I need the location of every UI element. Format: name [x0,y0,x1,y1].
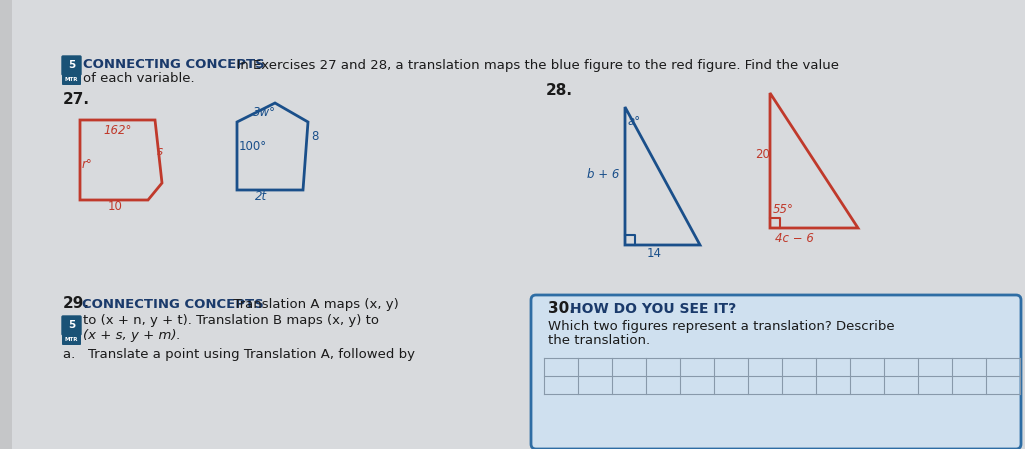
FancyBboxPatch shape [62,56,81,75]
Text: 5: 5 [68,61,75,70]
FancyBboxPatch shape [531,295,1021,449]
FancyBboxPatch shape [0,0,12,449]
Text: 14: 14 [647,247,662,260]
FancyBboxPatch shape [63,75,80,84]
Text: (x + s, y + m).: (x + s, y + m). [83,329,180,342]
Text: r°: r° [82,158,92,171]
Text: 100°: 100° [239,140,268,153]
Text: 55°: 55° [773,203,794,216]
Text: MTR: MTR [65,77,78,82]
FancyBboxPatch shape [63,335,80,344]
Text: 29.: 29. [63,296,90,311]
Text: HOW DO YOU SEE IT?: HOW DO YOU SEE IT? [570,302,736,316]
Text: CONNECTING CONCEPTS: CONNECTING CONCEPTS [82,298,263,311]
FancyBboxPatch shape [62,316,81,335]
Text: In Exercises 27 and 28, a translation maps the blue figure to the red figure. Fi: In Exercises 27 and 28, a translation ma… [228,58,839,71]
Text: MTR: MTR [65,337,78,342]
Text: a.   Translate a point using Translation A, followed by: a. Translate a point using Translation A… [63,348,415,361]
Text: to (x + n, y + t). Translation B maps (x, y) to: to (x + n, y + t). Translation B maps (x… [83,314,379,327]
Text: 5: 5 [68,321,75,330]
Text: a°: a° [628,115,641,128]
Text: 2t: 2t [255,190,268,203]
Text: b + 6: b + 6 [587,168,619,181]
Text: Which two figures represent a translation? Describe: Which two figures represent a translatio… [548,320,895,333]
Text: of each variable.: of each variable. [83,72,195,85]
Text: 4c − 6: 4c − 6 [775,232,814,245]
Text: s: s [157,145,163,158]
Text: CONNECTING CONCEPTS: CONNECTING CONCEPTS [83,58,264,71]
Text: 10: 10 [108,200,123,213]
Text: 3w°: 3w° [253,106,276,119]
Text: the translation.: the translation. [548,334,650,347]
Text: 27.: 27. [63,92,90,107]
Text: 162°: 162° [102,124,131,137]
Text: Translation A maps (x, y): Translation A maps (x, y) [226,298,399,311]
Text: 28.: 28. [546,83,573,98]
Text: 20: 20 [755,148,770,161]
Text: 8: 8 [311,130,319,143]
Text: 30.: 30. [548,301,575,316]
